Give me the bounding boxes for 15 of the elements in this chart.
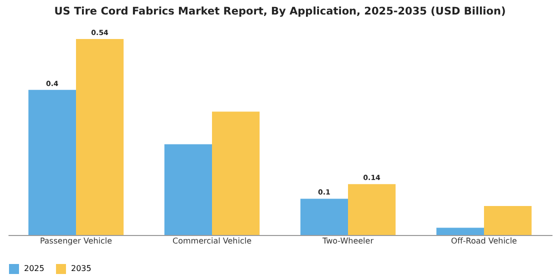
bar <box>300 198 348 235</box>
x-tick-label: Passenger Vehicle <box>40 236 112 246</box>
bar <box>484 206 532 235</box>
chart-title: US Tire Cord Fabrics Market Report, By Application, 2025-2035 (USD Billion) <box>54 6 506 18</box>
bar <box>348 184 396 235</box>
bar <box>436 228 484 235</box>
bar <box>164 144 212 235</box>
legend-label: 2025 <box>24 264 44 273</box>
x-tick-label: Two-Wheeler <box>322 236 374 246</box>
x-tick-label: Off-Road Vehicle <box>451 236 518 246</box>
legend-label: 2035 <box>71 264 92 273</box>
bar <box>212 112 260 235</box>
bar <box>76 39 124 235</box>
bar <box>28 90 76 235</box>
x-tick-label: Commercial Vehicle <box>172 236 252 246</box>
